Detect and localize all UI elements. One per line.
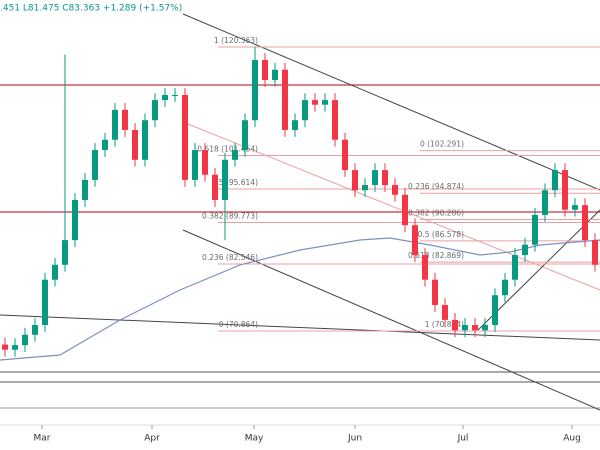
fib-label: 0.382 (89.773) <box>202 211 258 220</box>
x-tick-label: Mar <box>34 434 51 444</box>
fib-label: 0.618 (82.869) <box>408 251 464 260</box>
candle-body <box>552 170 558 191</box>
candle-body <box>362 185 368 191</box>
candle-body <box>412 225 418 256</box>
candle-body <box>322 100 328 105</box>
candle-body <box>492 295 498 326</box>
drawings <box>0 13 600 411</box>
candle-body <box>62 240 68 265</box>
fib-label: 0.382 (90.286) <box>408 209 464 218</box>
candle-body <box>92 150 98 180</box>
candle-body <box>102 139 108 151</box>
candle-body <box>262 59 268 81</box>
candle-body <box>202 150 208 175</box>
candle-body <box>562 170 568 210</box>
candle-body <box>242 120 248 151</box>
candle-body <box>332 100 338 140</box>
fib-label: 1 (70.864) <box>425 320 464 329</box>
candle-body <box>592 240 598 265</box>
candle-body <box>82 179 88 200</box>
candle-body <box>272 69 278 81</box>
candle-body <box>572 205 578 210</box>
candle-body <box>192 150 198 180</box>
x-tick-label: Jun <box>347 434 362 444</box>
candle-body <box>352 170 358 191</box>
channel-upper <box>182 13 600 191</box>
channel-lower <box>182 229 600 411</box>
candle-body <box>52 264 58 280</box>
candle-body <box>152 100 158 121</box>
candle-body <box>462 325 468 331</box>
candle-body <box>252 59 258 121</box>
trend-line <box>0 314 600 341</box>
candle-body <box>42 279 48 326</box>
candle-body <box>212 174 218 200</box>
fib-label: 0.5 (86.578) <box>418 230 464 239</box>
candle-body <box>432 279 438 305</box>
candle-body <box>122 109 128 130</box>
candle-body <box>172 94 178 96</box>
x-tick-label: Jul <box>457 434 469 444</box>
candle-body <box>302 100 308 121</box>
candle-body <box>12 345 18 350</box>
candle-body <box>522 244 528 256</box>
x-tick-label: Apr <box>144 434 160 444</box>
candle-body <box>292 120 298 130</box>
candle-body <box>452 319 458 331</box>
x-tick-label: May <box>245 434 264 444</box>
candle-body <box>72 199 78 241</box>
ohlc-header: .451 L81.475 C83.363 +1.289 (+1.57%) <box>0 4 182 14</box>
moving-average <box>0 237 600 361</box>
candle-body <box>342 139 348 171</box>
fib-label: 0 (70.864) <box>219 320 258 329</box>
fib-label: 0.236 (82.546) <box>202 253 258 262</box>
fib-label: 0.618 (101.454) <box>197 144 258 153</box>
candle-body <box>482 325 488 331</box>
candle-body <box>232 150 238 160</box>
candle-body <box>382 170 388 186</box>
fib-label: 0 (102.291) <box>420 140 464 149</box>
candle-body <box>32 325 38 335</box>
candle-body <box>472 325 478 331</box>
candle-body <box>502 279 508 296</box>
candle-body <box>282 69 288 130</box>
rising-trend-line <box>477 209 600 331</box>
candle-body <box>22 334 28 346</box>
fib-label: 0.5 (95.614) <box>212 178 258 187</box>
candle-body <box>442 304 448 320</box>
candle-body <box>112 109 118 140</box>
candle-body <box>372 170 378 186</box>
candle-body <box>542 190 548 215</box>
candle-body <box>132 129 138 160</box>
candle-body <box>2 344 8 350</box>
candle-body <box>222 159 228 200</box>
candle-body <box>422 255 428 280</box>
candle-body <box>512 255 518 280</box>
candle-body <box>402 194 408 226</box>
candle-body <box>312 100 318 105</box>
candle-body <box>142 120 148 160</box>
candle-body <box>162 94 168 101</box>
x-tick-label: Aug <box>563 434 581 444</box>
candle-body <box>392 185 398 195</box>
fib-label: 1 (120.363) <box>214 36 258 45</box>
candle-body <box>532 214 538 245</box>
candle-body <box>182 94 188 180</box>
fib-label: 0.236 (94.874) <box>408 182 464 191</box>
candle-body <box>582 205 588 241</box>
